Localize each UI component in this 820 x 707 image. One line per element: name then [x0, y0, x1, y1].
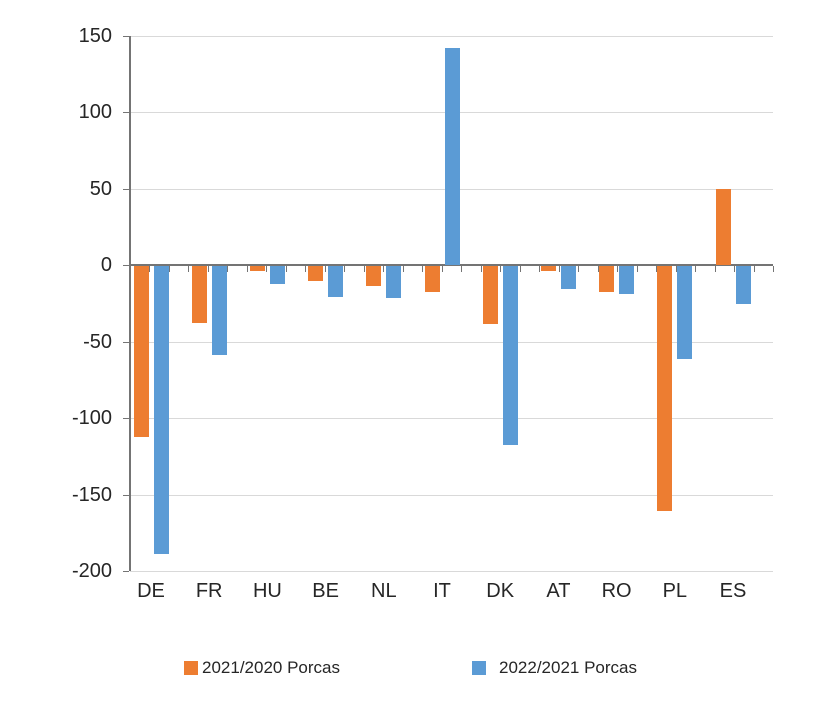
x-axis-tick: [305, 266, 307, 272]
x-axis-tick: [519, 266, 521, 272]
y-axis-tick-label: -100: [71, 407, 112, 429]
x-axis-tick: [773, 266, 774, 272]
x-axis-category-label: IT: [433, 580, 451, 602]
x-axis-tick: [597, 266, 599, 272]
bar-nl-blue: [386, 266, 402, 299]
x-axis-tick: [500, 266, 502, 272]
bar-pl-orange: [657, 266, 673, 511]
legend-swatch-blue: [472, 661, 486, 675]
legend-item-2022-2021: 2022/2021 Porcas: [472, 656, 637, 680]
x-axis-category-label: DK: [486, 580, 515, 602]
gridline--150: [130, 494, 773, 496]
x-axis-tick: [168, 266, 170, 272]
y-axis-tick: [123, 418, 129, 419]
y-axis-tick-label: 150: [78, 24, 112, 47]
y-axis-tick-label: 50: [89, 177, 112, 200]
x-axis-tick: [344, 266, 346, 272]
x-axis-tick: [441, 266, 443, 272]
y-axis-tick: [123, 265, 129, 266]
x-axis-tick: [363, 266, 365, 272]
y-axis-tick-label: -50: [83, 330, 112, 353]
bar-es-blue: [735, 266, 751, 305]
bar-dk-blue: [502, 266, 518, 445]
bar-it-orange: [424, 266, 440, 292]
legend-swatch-orange: [184, 661, 198, 675]
x-axis-line: [130, 264, 773, 266]
x-axis-tick: [734, 266, 736, 272]
x-axis-tick: [285, 266, 287, 272]
bar-at-orange: [540, 266, 556, 271]
y-axis-tick: [123, 112, 129, 113]
x-axis-tick: [383, 266, 385, 272]
x-axis-tick: [324, 266, 326, 272]
x-axis-tick: [188, 266, 190, 272]
y-axis-tick-label: 0: [100, 254, 112, 276]
gridline--100: [130, 418, 773, 419]
x-axis-category-label: DE: [137, 580, 165, 602]
bar-ro-blue: [619, 266, 635, 294]
bar-be-blue: [328, 266, 344, 297]
x-axis-category-label: NL: [371, 580, 397, 602]
gridline-150: [130, 35, 773, 37]
x-axis-tick: [246, 266, 248, 272]
bar-ro-orange: [599, 266, 615, 292]
x-axis-tick: [461, 266, 463, 272]
x-axis-tick: [617, 266, 619, 272]
legend-label: 2022/2021 Porcas: [499, 658, 637, 677]
gridline--50: [130, 341, 773, 343]
legend-label: 2021/2020 Porcas: [202, 658, 340, 677]
bar-es-orange: [715, 188, 731, 265]
x-axis-category-label: RO: [601, 580, 632, 602]
y-axis-tick: [123, 494, 129, 496]
bar-it-blue: [444, 47, 460, 265]
chart-legend: 2021/2020 Porcas 2022/2021 Porcas: [0, 656, 820, 680]
bar-fr-blue: [211, 266, 227, 355]
x-axis-tick: [207, 266, 209, 272]
y-axis-tick: [123, 571, 129, 572]
x-axis-category-label: AT: [546, 580, 571, 602]
x-axis-category-label: HU: [252, 580, 282, 602]
y-axis-tick: [123, 341, 129, 343]
x-axis-category-label: ES: [719, 580, 747, 602]
bar-hu-blue: [269, 266, 285, 285]
x-axis-tick: [675, 266, 677, 272]
x-axis-tick: [636, 266, 638, 272]
gridline--200: [130, 571, 773, 572]
x-axis-tick: [266, 266, 268, 272]
x-axis-tick: [656, 266, 658, 272]
x-axis-tick: [422, 266, 424, 272]
x-axis-category-label: PL: [662, 580, 688, 602]
x-axis-tick: [480, 266, 482, 272]
x-axis-tick: [753, 266, 755, 272]
bar-at-blue: [560, 266, 576, 289]
y-axis-tick-label: 100: [78, 101, 112, 123]
bar-dk-orange: [482, 266, 498, 325]
y-axis-tick: [123, 188, 129, 190]
legend-item-2021-2020: 2021/2020 Porcas: [184, 656, 340, 680]
y-axis-tick-label: -150: [71, 483, 112, 506]
x-axis-tick: [227, 266, 229, 272]
bar-fr-orange: [191, 266, 207, 323]
x-axis-tick: [130, 266, 131, 272]
y-axis-tick: [123, 35, 129, 37]
x-axis-category-label: FR: [195, 580, 223, 602]
bar-de-blue: [153, 266, 169, 554]
x-axis-tick: [539, 266, 541, 272]
y-axis-line: [129, 35, 131, 571]
x-axis-tick: [578, 266, 580, 272]
bar-hu-orange: [249, 266, 265, 271]
x-axis-category-label: BE: [312, 580, 339, 602]
bar-be-orange: [308, 266, 324, 282]
x-axis-tick: [558, 266, 560, 272]
x-axis-tick: [695, 266, 697, 272]
bar-pl-blue: [677, 266, 693, 360]
x-axis-tick: [149, 266, 151, 272]
x-axis-tick: [714, 266, 716, 272]
y-axis-tick-label: -200: [71, 560, 112, 582]
bar-nl-orange: [366, 266, 382, 286]
x-axis-tick: [402, 266, 404, 272]
bar-de-orange: [133, 266, 149, 438]
